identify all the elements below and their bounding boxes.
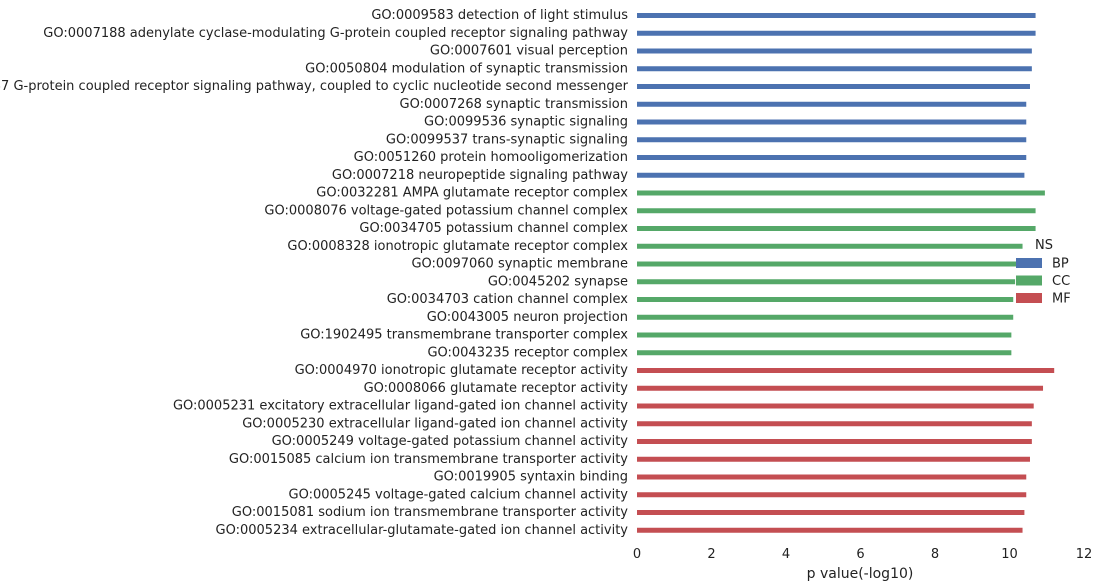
- category-label: GO:0050804 modulation of synaptic transm…: [305, 61, 628, 76]
- category-label: GO:0004970 ionotropic glutamate receptor…: [295, 363, 629, 378]
- bar-bp: [637, 119, 1027, 125]
- category-label: GO:0015081 sodium ion transmembrane tran…: [232, 505, 628, 520]
- x-tick-label: 6: [856, 547, 864, 562]
- bar-mf: [637, 421, 1032, 427]
- category-label: GO:0015085 calcium ion transmembrane tra…: [229, 452, 628, 467]
- category-label: GO:0051260 protein homooligomerization: [354, 150, 628, 165]
- x-axis-title: p value(-log10): [807, 566, 914, 582]
- bar-bp: [637, 13, 1036, 18]
- category-label: GO:0099536 synaptic signaling: [424, 115, 628, 130]
- category-label: GO:0005245 voltage-gated calcium channel…: [289, 487, 629, 502]
- category-label: GO:0005230 extracellular ligand-gated io…: [242, 416, 628, 431]
- bar-bp: [637, 155, 1027, 160]
- legend-swatch-bp: [1016, 258, 1042, 268]
- category-label: GO:1902495 transmembrane transporter com…: [300, 328, 628, 343]
- bar-cc: [637, 279, 1016, 285]
- bar-bp: [637, 30, 1036, 36]
- category-label: GO:0034705 potassium channel complex: [359, 221, 628, 236]
- category-label: GO:0009583 detection of light stimulus: [371, 8, 628, 23]
- category-label: GO:0099537 trans-synaptic signaling: [386, 132, 628, 147]
- bar-cc: [637, 190, 1045, 196]
- legend-label-mf: MF: [1052, 292, 1071, 307]
- category-label: GO:0007218 neuropeptide signaling pathwa…: [332, 168, 628, 183]
- category-label: GO:0045202 synapse: [488, 274, 628, 289]
- bar-mf: [637, 474, 1027, 480]
- bar-bp: [637, 172, 1025, 178]
- bar-cc: [637, 350, 1012, 356]
- legend-label-cc: CC: [1052, 274, 1070, 289]
- category-label: GO:0005249 voltage-gated potassium chann…: [272, 434, 629, 449]
- bar-mf: [637, 403, 1034, 409]
- category-label: GO:0007187 G-protein coupled receptor si…: [0, 79, 629, 94]
- category-label: GO:0043235 receptor complex: [427, 345, 628, 360]
- x-tick-label: 2: [707, 547, 715, 562]
- category-label: GO:0043005 neuron projection: [427, 310, 628, 325]
- bar-bp: [637, 101, 1027, 107]
- category-label: GO:0008076 voltage-gated potassium chann…: [264, 203, 628, 218]
- category-label: GO:0032281 AMPA glutamate receptor compl…: [316, 186, 628, 201]
- category-label: GO:0005234 extracellular-glutamate-gated…: [216, 523, 629, 538]
- x-tick-label: 12: [1076, 547, 1093, 562]
- x-tick-label: 0: [633, 547, 641, 562]
- legend-swatch-cc: [1016, 275, 1042, 286]
- category-label: GO:0034703 cation channel complex: [387, 292, 629, 307]
- bar-mf: [637, 510, 1025, 515]
- category-label: GO:0007188 adenylate cyclase-modulating …: [43, 26, 628, 41]
- legend-entries: BP CC MF: [1016, 257, 1071, 307]
- bar-bp: [637, 137, 1027, 143]
- x-axis-ticks-group: 0 2 4 6 8 10 12: [633, 547, 1092, 562]
- bar-cc: [637, 314, 1014, 320]
- x-tick-label: 4: [782, 547, 790, 562]
- legend: NS BP CC MF: [1016, 238, 1071, 307]
- bar-cc: [637, 297, 1014, 302]
- bar-mf: [637, 385, 1044, 391]
- bar-cc: [637, 243, 1023, 249]
- category-label: GO:0007268 synaptic transmission: [400, 97, 628, 112]
- bar-mf: [637, 527, 1023, 533]
- category-labels-group: GO:0009583 detection of light stimulus GO…: [0, 8, 629, 538]
- bar-mf: [637, 368, 1055, 373]
- category-label: GO:0007601 visual perception: [430, 44, 628, 59]
- category-label: GO:0097060 synaptic membrane: [411, 257, 628, 272]
- category-label: GO:0008328 ionotropic glutamate receptor…: [287, 239, 628, 254]
- bar-cc: [637, 261, 1017, 267]
- bar-bp: [637, 66, 1032, 72]
- bar-mf: [637, 439, 1032, 444]
- category-label: GO:0005231 excitatory extracellular liga…: [173, 399, 628, 414]
- bar-cc: [637, 226, 1036, 231]
- bar-mf: [637, 456, 1030, 462]
- x-tick-label: 10: [1001, 547, 1018, 562]
- legend-swatch-mf: [1016, 293, 1042, 303]
- category-label: GO:0008066 glutamate receptor activity: [364, 381, 629, 396]
- bars-group: [637, 13, 1055, 533]
- bar-bp: [637, 84, 1030, 89]
- x-tick-label: 8: [931, 547, 939, 562]
- legend-label-bp: BP: [1052, 257, 1069, 272]
- bar-cc: [637, 208, 1036, 214]
- category-label: GO:0019905 syntaxin binding: [434, 470, 628, 485]
- bar-cc: [637, 332, 1012, 338]
- bar-bp: [637, 48, 1032, 54]
- bar-mf: [637, 492, 1027, 498]
- legend-title: NS: [1035, 238, 1053, 253]
